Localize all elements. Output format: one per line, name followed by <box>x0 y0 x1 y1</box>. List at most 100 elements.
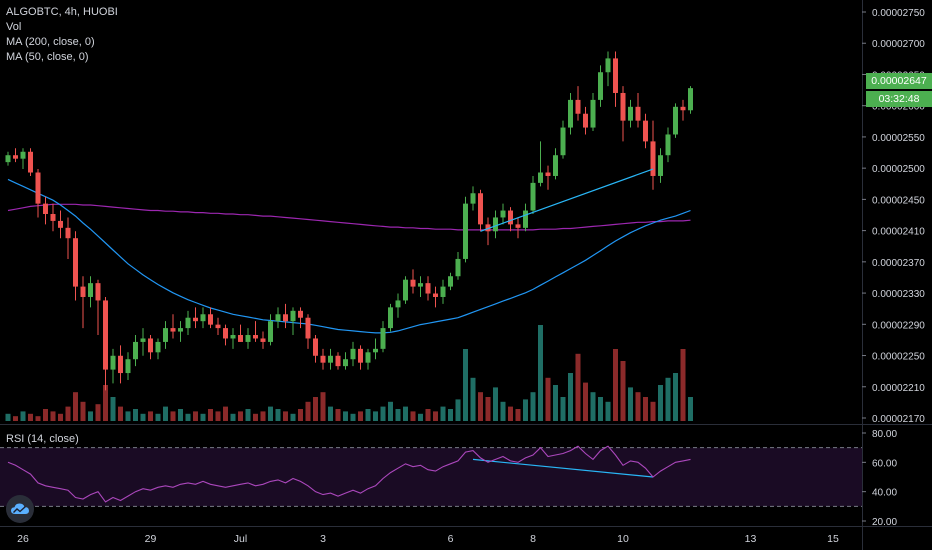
volume-bar <box>500 401 506 421</box>
volume-bar <box>245 409 251 421</box>
time-tick-label: 8 <box>530 533 536 545</box>
candle <box>118 345 123 384</box>
volume-bar <box>635 392 641 421</box>
candle <box>185 310 191 336</box>
ma50-line <box>7 178 691 334</box>
volume-bar <box>388 401 393 421</box>
volume-bar <box>298 409 303 421</box>
trendlines <box>472 168 654 478</box>
candles <box>5 51 693 391</box>
candle <box>568 92 573 135</box>
volume-bar <box>253 413 258 421</box>
volume-bar <box>13 416 18 421</box>
volume-bar <box>28 413 33 421</box>
volume-bar <box>305 401 311 421</box>
ma50-series <box>7 178 691 334</box>
volume-bar <box>418 413 423 421</box>
candle <box>650 120 656 190</box>
volume-bar <box>575 353 581 421</box>
candle <box>13 148 18 163</box>
candle <box>508 207 513 232</box>
candle <box>170 314 176 339</box>
volume-bar <box>508 406 513 421</box>
price-tick-label: 0.00002370 <box>872 258 925 269</box>
volume-bar <box>583 382 588 421</box>
candle <box>523 203 528 232</box>
candle <box>283 303 288 329</box>
volume-bar <box>478 392 483 421</box>
volume-bar <box>73 392 78 421</box>
volume-bar <box>215 411 221 421</box>
volume-bar <box>553 385 558 421</box>
rsi-trendline[interactable] <box>472 458 654 478</box>
candle <box>380 321 386 353</box>
price-tick-label: 0.00002500 <box>872 164 925 175</box>
volume-bar <box>155 413 161 421</box>
volume-bar <box>380 406 386 421</box>
candle <box>50 203 56 232</box>
volume-bar <box>433 411 438 421</box>
candle <box>673 103 678 138</box>
candle <box>230 328 236 349</box>
price-tick-label: 0.00002170 <box>872 414 925 425</box>
rsi-axis[interactable]: 80.00 60.00 40.00 20.00 <box>862 429 897 528</box>
volume-bar <box>43 409 48 421</box>
candle <box>388 303 393 332</box>
time-tick-label: 29 <box>145 533 157 545</box>
volume-bar <box>455 399 461 421</box>
volume-bar <box>163 406 168 421</box>
candle <box>403 276 408 304</box>
chart-legend: ALGOBTC, 4h, HUOBI Vol MA (200, close, 0… <box>6 5 118 65</box>
time-tick-label: 6 <box>448 533 454 545</box>
candle <box>515 217 521 239</box>
candle <box>545 165 551 190</box>
candle <box>358 345 363 370</box>
time-axis[interactable]: 26 29 Jul 3 6 8 10 13 15 <box>17 533 839 545</box>
candle <box>148 335 153 360</box>
candle <box>268 314 273 346</box>
candle <box>95 279 101 336</box>
price-trendline[interactable] <box>480 168 654 232</box>
candle <box>253 321 258 342</box>
candle <box>583 106 588 135</box>
ma50-legend[interactable]: MA (50, close, 0) <box>6 51 89 63</box>
tradingview-logo[interactable] <box>6 495 34 523</box>
candle <box>478 189 483 232</box>
rsi-legend[interactable]: RSI (14, close) <box>6 433 79 445</box>
candle <box>125 352 131 380</box>
ma200-legend[interactable]: MA (200, close, 0) <box>6 36 95 48</box>
candle <box>688 86 693 114</box>
candle <box>493 210 498 239</box>
volume-bar <box>20 411 26 421</box>
symbol-title[interactable]: ALGOBTC, 4h, HUOBI <box>6 6 118 18</box>
volume-bar <box>238 411 243 421</box>
rsi-band <box>0 447 862 507</box>
volume-bar <box>658 385 663 421</box>
candle <box>28 148 33 176</box>
candle <box>635 92 641 128</box>
volume-bar <box>628 387 633 421</box>
time-tick-label: 26 <box>17 533 29 545</box>
volume-bar <box>148 411 153 421</box>
volume-bar <box>395 409 401 421</box>
candle <box>193 307 198 329</box>
volume-bar <box>620 361 626 421</box>
candle <box>73 231 78 301</box>
price-tick-label: 0.00002450 <box>872 195 925 206</box>
candle <box>463 196 468 263</box>
rsi-tick-label: 20.00 <box>872 517 897 528</box>
volume-bar <box>560 397 566 421</box>
candle <box>20 148 26 170</box>
vol-legend[interactable]: Vol <box>6 21 22 33</box>
volume-bar <box>463 349 468 421</box>
volume-bar <box>223 406 228 421</box>
volume-bar <box>178 409 183 421</box>
volume-bar <box>5 413 11 421</box>
volume-bar <box>538 325 543 421</box>
volume-bar <box>590 392 596 421</box>
candle <box>335 352 341 370</box>
volume-bar <box>290 413 296 421</box>
ma200-series <box>7 203 691 231</box>
